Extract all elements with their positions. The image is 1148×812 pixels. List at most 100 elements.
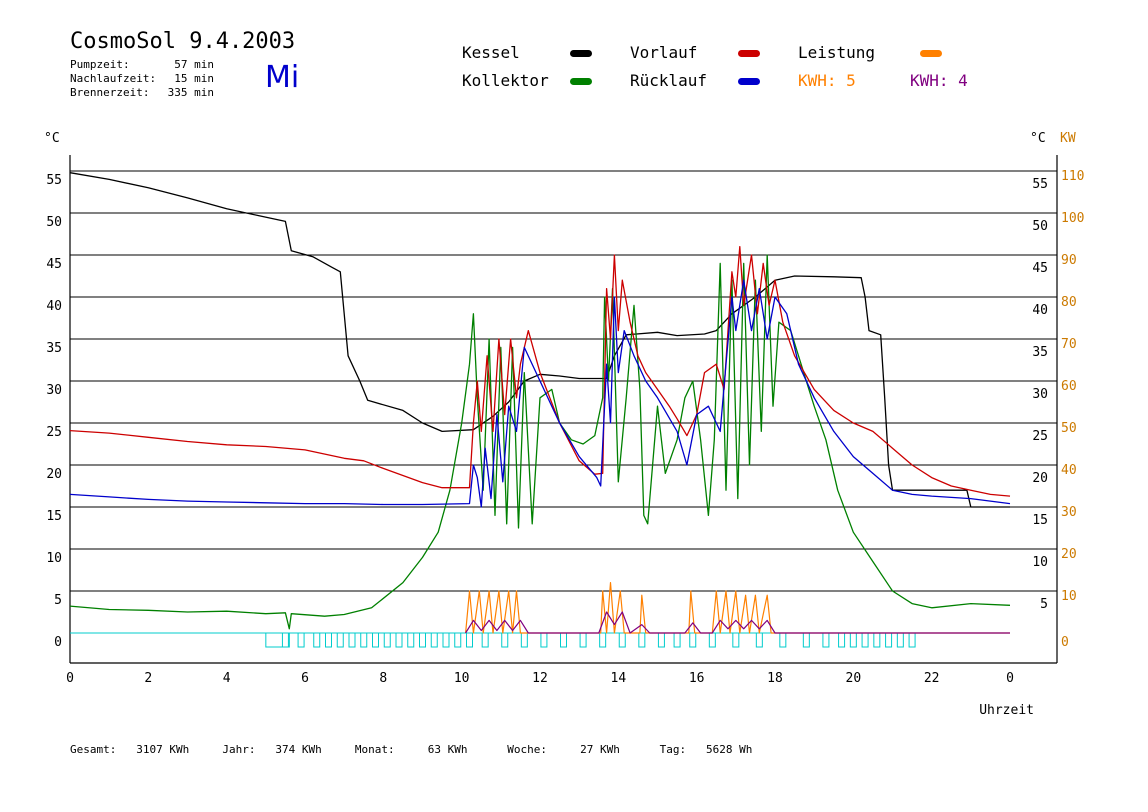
legend-vorlauf-label: Vorlauf <box>630 43 698 62</box>
pump-marker <box>896 632 904 648</box>
y-tick-label-left: 5 <box>54 593 62 608</box>
pump-marker <box>395 632 403 648</box>
pump-marker <box>673 632 681 648</box>
pump-marker <box>454 632 462 648</box>
pump-marker <box>560 632 567 648</box>
y-tick-label-left: 30 <box>46 383 62 398</box>
x-tick-label: 2 <box>144 671 152 686</box>
x-tick-label: 12 <box>532 671 548 686</box>
y-tick-label-right: 45 <box>1032 261 1048 276</box>
pump-marker <box>297 632 305 648</box>
x-tick-label: 20 <box>846 671 862 686</box>
pump-marker <box>430 632 438 648</box>
y-tick-label-left: 10 <box>46 551 62 566</box>
pump-marker <box>822 632 830 648</box>
y-tick-label-right: 50 <box>1032 219 1048 234</box>
pump-marker <box>908 632 916 648</box>
pump-marker <box>313 632 321 648</box>
legend-vorlauf-swatch <box>738 50 760 57</box>
x-tick-label: 22 <box>924 671 940 686</box>
pump-block-marker <box>265 632 290 648</box>
pump-marker <box>618 632 626 648</box>
y-tick-label-left: 55 <box>46 173 62 188</box>
pump-marker <box>708 632 716 648</box>
y-tick-label-right: 20 <box>1032 471 1048 486</box>
pump-marker <box>873 632 881 648</box>
stat-pumpzeit: Pumpzeit: 57 min <box>70 58 214 71</box>
legend-ruecklauf-swatch <box>738 78 760 85</box>
pump-marker <box>732 632 740 648</box>
x-tick-label: 10 <box>454 671 470 686</box>
y2-tick-label: 30 <box>1061 505 1077 520</box>
pump-marker <box>849 632 857 648</box>
legend-kollektor-swatch <box>570 78 592 85</box>
legend-ruecklauf-label: Rücklauf <box>630 71 708 90</box>
stat-nachlaufzeit: Nachlaufzeit: 15 min <box>70 72 214 85</box>
y-tick-label-left: 20 <box>46 467 62 482</box>
weekday-label: Mi <box>265 60 300 95</box>
x-tick-label: 6 <box>301 671 309 686</box>
y2-tick-label: 50 <box>1061 421 1077 436</box>
x-tick-label: 8 <box>379 671 387 686</box>
y2-tick-label: 40 <box>1061 463 1077 478</box>
legend-kessel-label: Kessel <box>462 43 520 62</box>
pump-marker <box>802 632 810 648</box>
pump-marker <box>520 632 528 648</box>
y2-tick-label: 110 <box>1061 169 1084 184</box>
y-tick-label-left: 0 <box>54 635 62 650</box>
page-title: CosmoSol 9.4.2003 <box>70 29 296 54</box>
y-tick-label-right: 30 <box>1032 387 1048 402</box>
pump-marker <box>372 632 379 648</box>
y-tick-label-right: 5 <box>1040 597 1048 612</box>
pump-marker <box>501 632 509 648</box>
series-kessel-line <box>69 172 1010 508</box>
y-axis-label-right-power: KW <box>1060 131 1076 146</box>
pump-marker <box>599 632 607 648</box>
legend-leistung-swatch <box>920 50 942 57</box>
y2-tick-label: 0 <box>1061 635 1069 650</box>
pump-marker <box>689 632 697 648</box>
pump-marker <box>442 632 450 648</box>
y2-tick-label: 60 <box>1061 379 1077 394</box>
y2-tick-label: 100 <box>1061 211 1084 226</box>
series-leistung-line <box>465 581 1010 634</box>
y-tick-label-left: 35 <box>46 341 62 356</box>
stat-brennerzeit: Brennerzeit: 335 min <box>70 86 214 99</box>
pump-marker <box>336 632 344 648</box>
pump-marker <box>466 632 473 648</box>
y-tick-label-left: 40 <box>46 299 62 314</box>
pump-marker <box>755 632 763 648</box>
y-axis-label-left: °C <box>44 131 60 146</box>
y-tick-label-left: 15 <box>46 509 62 524</box>
pump-marker <box>779 632 787 648</box>
pump-marker <box>885 632 893 648</box>
x-tick-label: 18 <box>767 671 783 686</box>
x-axis-label: Uhrzeit <box>979 703 1034 718</box>
pump-marker <box>838 632 846 648</box>
y-tick-label-left: 50 <box>46 215 62 230</box>
x-tick-label: 16 <box>689 671 705 686</box>
series-kollektor-line <box>69 254 1011 630</box>
y-axis-label-right-temp: °C <box>1030 131 1046 146</box>
y-tick-label-left: 45 <box>46 257 62 272</box>
y-tick-label-right: 55 <box>1032 177 1048 192</box>
y-tick-label-right: 25 <box>1032 429 1048 444</box>
y2-tick-label: 70 <box>1061 337 1077 352</box>
x-tick-label: 0 <box>1006 671 1014 686</box>
legend-kollektor-label: Kollektor <box>462 71 549 90</box>
pump-marker <box>540 632 548 648</box>
x-tick-label: 4 <box>223 671 231 686</box>
series-kwh-line <box>465 611 1010 634</box>
pump-marker <box>348 632 356 648</box>
y-tick-label-right: 10 <box>1032 555 1048 570</box>
pump-marker <box>325 632 332 648</box>
y-tick-label-right: 35 <box>1032 345 1048 360</box>
y2-tick-label: 80 <box>1061 295 1077 310</box>
y2-tick-label: 20 <box>1061 547 1077 562</box>
kwh-second-label: KWH: 4 <box>910 71 968 90</box>
kwh-leistung-label: KWH: 5 <box>798 71 856 90</box>
energy-totals: Gesamt: 3107 KWh Jahr: 374 KWh Monat: 63… <box>70 743 753 756</box>
pump-marker <box>861 632 869 648</box>
legend-kessel-swatch <box>570 50 592 57</box>
